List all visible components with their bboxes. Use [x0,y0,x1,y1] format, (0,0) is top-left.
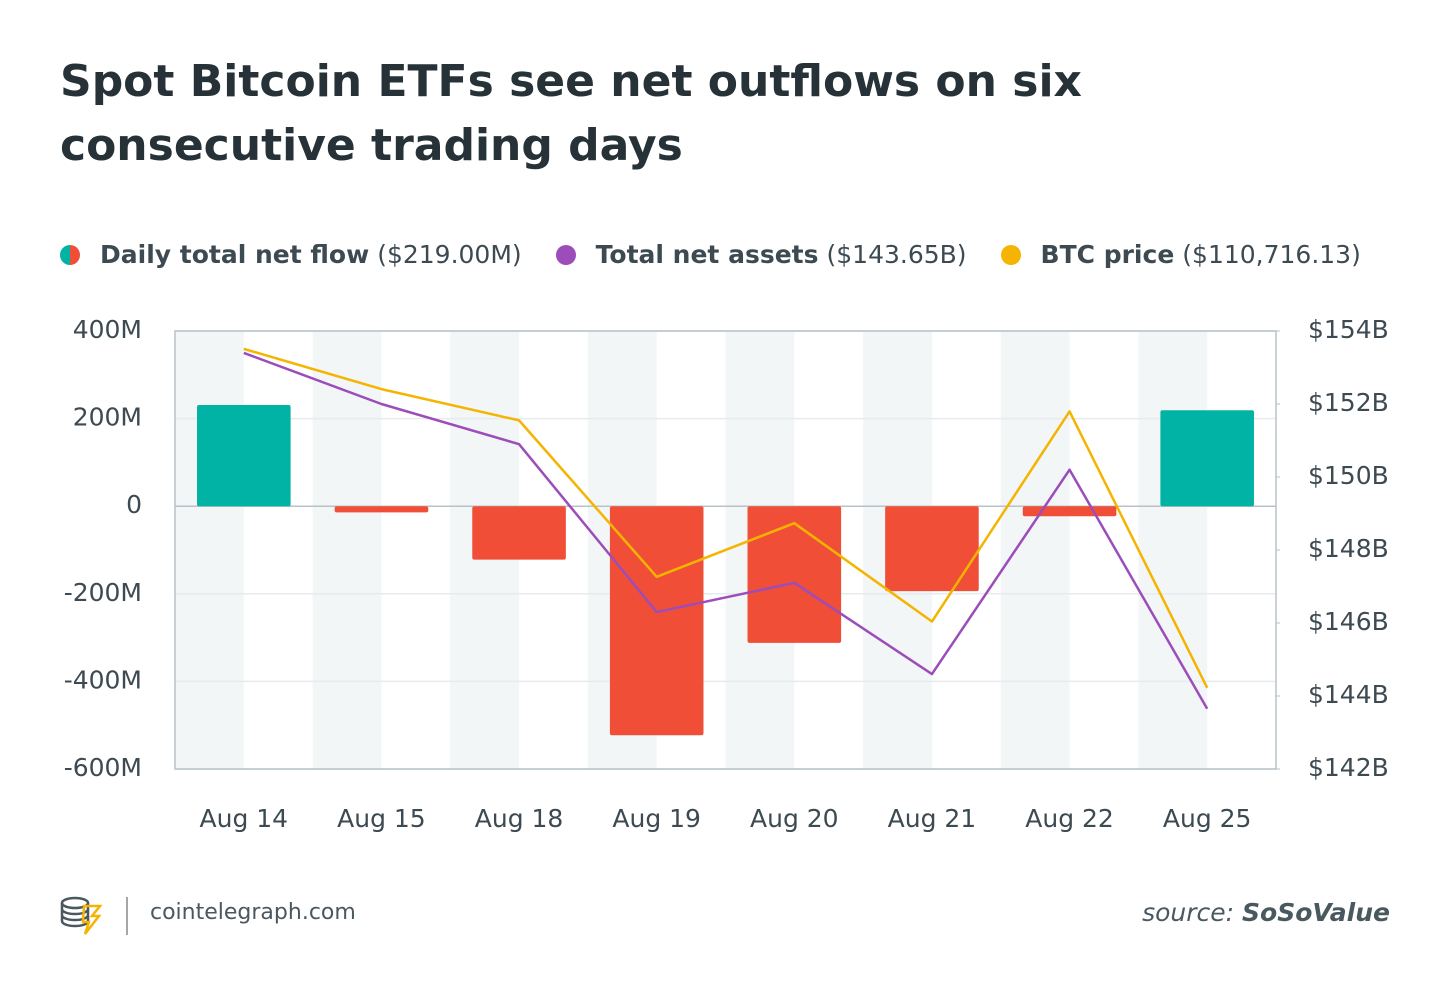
band-stripe [312,331,382,769]
x-tick-label: Aug 25 [1163,804,1252,833]
bar [609,506,704,736]
x-tick-label: Aug 15 [337,804,426,833]
bar [472,506,566,560]
y-tick-label: -200M [64,578,142,607]
bar [334,506,429,513]
bar [747,506,842,643]
legend: Daily total net flow ($219.00M) Total net … [60,240,1361,269]
source-name: SoSoValue [1242,898,1390,927]
y2-tick-label: $142B [1308,753,1389,782]
y-tick-label: 0 [126,490,142,519]
chart-title: Spot Bitcoin ETFs see net outflows on si… [60,56,1082,171]
bar [1160,410,1254,507]
y2-tick-label: $154B [1308,315,1389,344]
y-tick-label: 200M [73,403,142,432]
site-name: cointelegraph.com [150,900,356,925]
legend-marker [555,244,576,265]
legend-value: ($143.65B) [826,240,967,269]
line [243,351,1209,710]
y2-tick-label: $144B [1308,680,1389,709]
source-label: source: [1142,898,1235,927]
y-tick-label: 400M [73,315,142,344]
plot-border [174,330,1277,770]
legend-name: Daily total net flow [100,240,370,269]
legend-name: Total net assets [595,240,819,269]
x-tick-label: Aug 22 [1025,804,1114,833]
legend-value: ($219.00M) [377,240,522,269]
legend-item: Total net assets ($143.65B) [555,240,967,269]
bar [197,405,291,507]
x-tick-label: Aug 18 [475,804,564,833]
bar [885,506,979,592]
band-stripe [175,331,244,769]
legend-item: Daily total net flow ($219.00M) [60,240,522,269]
y2-tick-label: $146B [1308,607,1389,636]
logo [60,896,128,935]
x-tick-label: Aug 19 [612,804,701,833]
y-tick-label: -400M [64,665,142,694]
y2-tick-label: $152B [1308,388,1389,417]
legend-marker [1000,244,1021,265]
y2-tick-label: $148B [1308,534,1389,563]
x-tick-label: Aug 20 [750,804,839,833]
legend-marker [60,244,80,265]
y2-tick-label: $150B [1308,461,1389,490]
legend-item: BTC price ($110,716.13) [1000,240,1361,269]
x-tick-label: Aug 21 [888,804,977,833]
x-tick-label: Aug 14 [200,804,289,833]
line [243,347,1209,689]
legend-value: ($110,716.13) [1182,240,1361,269]
y-tick-label: -600M [64,753,142,782]
band-stripe [1138,331,1208,769]
bar [1022,506,1117,517]
band-stripe [1000,331,1070,769]
source: source: SoSoValue [1142,898,1390,927]
legend-name: BTC price [1040,240,1175,269]
